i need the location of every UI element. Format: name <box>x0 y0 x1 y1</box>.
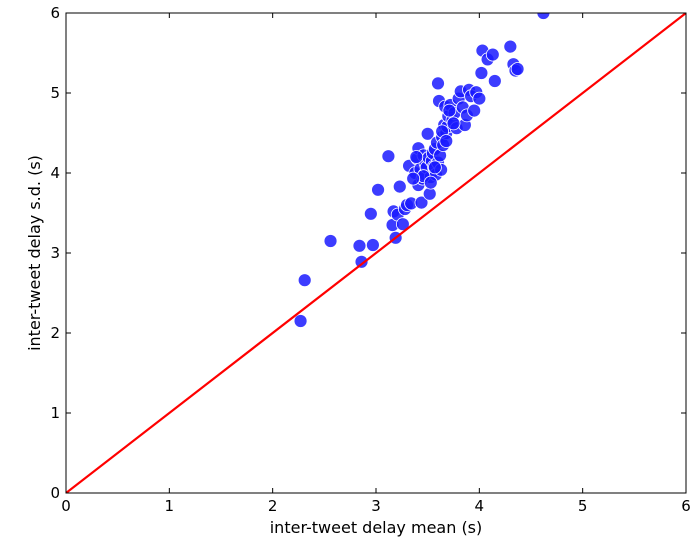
data-point <box>472 91 487 106</box>
data-point <box>446 116 461 131</box>
y-tick-label: 2 <box>50 324 60 342</box>
data-point <box>352 238 367 253</box>
data-point <box>503 39 518 54</box>
data-point <box>395 217 410 232</box>
y-tick-label: 0 <box>50 484 60 502</box>
y-tick-label: 5 <box>50 84 60 102</box>
plot-frame <box>65 12 687 494</box>
y-tick-label: 1 <box>50 404 60 422</box>
data-point <box>487 74 502 88</box>
data-point <box>536 13 551 20</box>
data-point <box>485 47 500 62</box>
data-point <box>510 62 525 76</box>
data-point <box>363 206 378 221</box>
data-point <box>474 66 489 80</box>
data-point <box>427 160 442 175</box>
x-axis-label: inter-tweet delay mean (s) <box>270 518 483 537</box>
data-point <box>293 314 308 328</box>
data-point <box>431 76 445 91</box>
x-tick-label: 5 <box>578 497 588 515</box>
data-point <box>406 171 421 186</box>
data-point <box>354 254 369 269</box>
data-point <box>392 179 407 194</box>
data-point <box>442 103 457 118</box>
y-tick-label: 4 <box>50 164 60 182</box>
data-point <box>423 175 438 190</box>
y-tick-label: 3 <box>50 244 60 262</box>
data-point <box>371 182 385 197</box>
x-tick-label: 4 <box>475 497 485 515</box>
reference-line <box>66 13 686 493</box>
data-point <box>414 195 429 210</box>
data-point <box>409 150 424 164</box>
x-tick-label: 0 <box>61 497 71 515</box>
x-tick-label: 2 <box>268 497 278 515</box>
data-point <box>297 273 312 288</box>
y-tick-label: 6 <box>50 4 60 22</box>
plot-content <box>66 13 686 493</box>
x-tick-label: 6 <box>681 497 691 515</box>
data-point <box>381 149 396 164</box>
data-point <box>420 126 435 141</box>
x-tick-label: 3 <box>371 497 381 515</box>
data-point <box>467 103 482 118</box>
data-point <box>439 134 454 148</box>
x-tick-label: 1 <box>165 497 175 515</box>
data-point <box>323 234 338 248</box>
y-axis-label: inter-tweet delay s.d. (s) <box>25 155 44 351</box>
data-point <box>365 238 380 252</box>
